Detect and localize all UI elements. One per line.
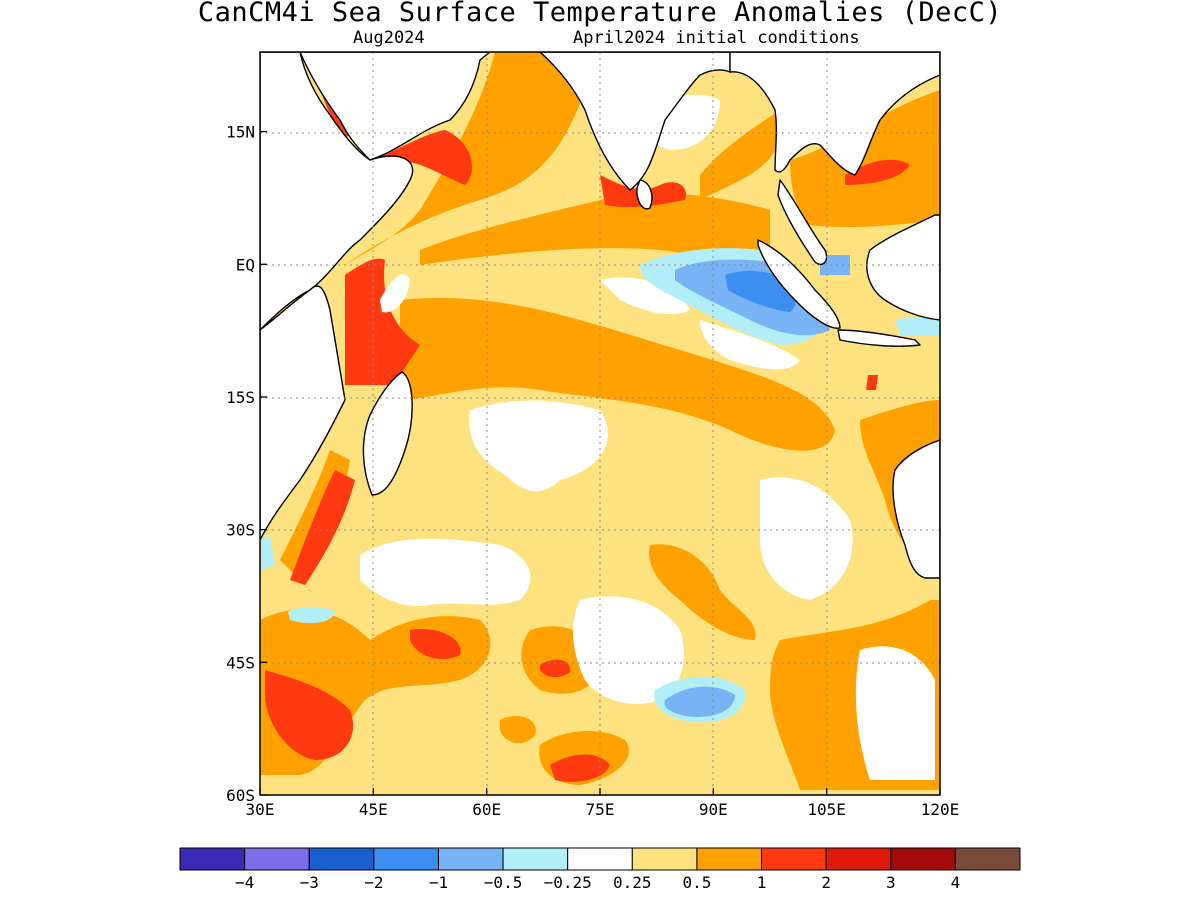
legend-swatch [954, 847, 1021, 871]
lon-tick-label: 90E [699, 800, 728, 819]
map-area [260, 52, 940, 795]
legend-swatch [373, 847, 439, 871]
legend-swatch [890, 847, 956, 871]
legend-label: −0.5 [484, 873, 523, 892]
lat-tick-label: 15S [226, 388, 255, 407]
legend-swatch [502, 847, 569, 871]
lon-tick-label: 105E [807, 800, 846, 819]
southeast-asia [729, 52, 940, 266]
initial-conditions: April2024 initial conditions [573, 28, 860, 48]
latitude-axis: 15N EQ 15S 30S 45S 60S [226, 123, 267, 805]
legend-label: −4 [235, 873, 254, 892]
lat-tick-label: 30S [226, 521, 255, 540]
lat-tick-label: 60S [226, 786, 255, 805]
legend-label: 2 [821, 873, 831, 892]
lon-tick-label: 120E [921, 800, 960, 819]
legend-label: −0.25 [544, 873, 592, 892]
forecast-month: Aug2024 [353, 28, 425, 48]
legend-label: 0.25 [613, 873, 652, 892]
legend-swatch [761, 847, 827, 871]
lat-tick-label: 45S [226, 653, 255, 672]
longitude-axis: 30E 45E 60E 75E 90E 105E 120E [246, 788, 960, 819]
borneo [866, 214, 940, 321]
java [837, 329, 921, 347]
anomaly-zone-orange [260, 52, 940, 790]
legend-label: 4 [951, 873, 961, 892]
east-africa-coast [260, 285, 346, 541]
sri-lanka [636, 179, 653, 210]
legend-swatch [308, 847, 375, 871]
color-legend: −4 −3 −2 −1 −0.5 −0.25 0.25 0.5 1 2 3 4 [179, 847, 1021, 892]
anomaly-zone-red [265, 85, 910, 782]
madagascar [362, 371, 413, 496]
australia [892, 439, 940, 579]
legend-label: 3 [886, 873, 896, 892]
lon-tick-label: 30E [246, 800, 275, 819]
lon-tick-label: 60E [472, 800, 501, 819]
map-gridlines [260, 52, 940, 795]
lon-tick-label: 45E [359, 800, 388, 819]
legend-label: −3 [300, 873, 319, 892]
land-masses [260, 52, 940, 579]
legend-swatch [567, 847, 633, 871]
legend-label: 1 [757, 873, 767, 892]
legend-swatch [179, 847, 246, 871]
legend-swatch [825, 847, 892, 871]
legend-label: −1 [429, 873, 448, 892]
map-title: CanCM4i Sea Surface Temperature Anomalie… [197, 0, 1003, 28]
lat-tick-label: EQ [236, 255, 255, 274]
legend-swatch [696, 847, 763, 871]
sumatra [757, 239, 841, 329]
india [539, 52, 731, 191]
lon-tick-label: 75E [586, 800, 615, 819]
lat-tick-label: 15N [226, 123, 255, 142]
legend-swatch [631, 847, 698, 871]
legend-label: −2 [364, 873, 383, 892]
legend-label: 0.5 [682, 873, 711, 892]
legend-swatch [437, 847, 504, 871]
legend-swatch [244, 847, 310, 871]
